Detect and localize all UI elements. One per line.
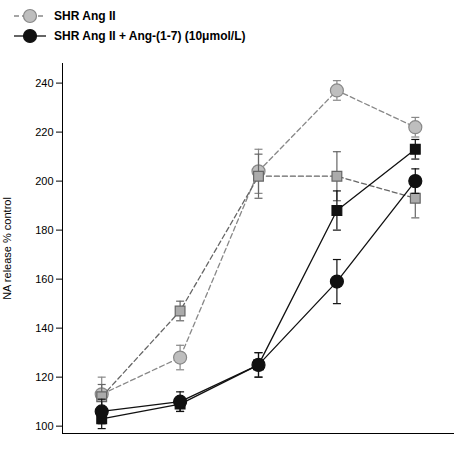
html-text:SHR Ang II + Ang-(1-7) (10μmol: SHR Ang II + Ang-(1-7) (10μmol/L) bbox=[54, 29, 246, 43]
html-text:SHR Ang II: SHR Ang II bbox=[54, 9, 116, 23]
svg-text:140: 140 bbox=[35, 322, 53, 334]
svg-text:220: 220 bbox=[35, 126, 53, 138]
svg-text:100: 100 bbox=[35, 420, 53, 432]
svg-text:200: 200 bbox=[35, 175, 53, 187]
svg-text:NA release % control: NA release % control bbox=[1, 197, 13, 300]
svg-text:120: 120 bbox=[35, 371, 53, 383]
svg-text:160: 160 bbox=[35, 273, 53, 285]
svg-text:180: 180 bbox=[35, 224, 53, 236]
svg-text:240: 240 bbox=[35, 77, 53, 89]
